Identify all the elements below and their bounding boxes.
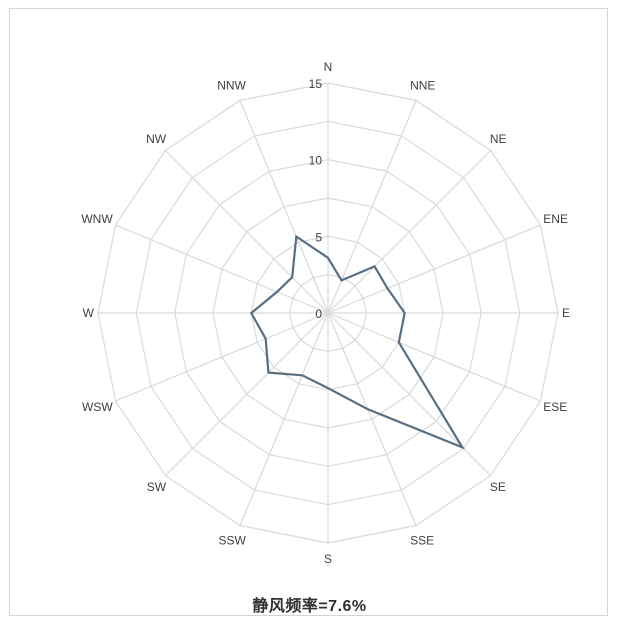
direction-label: NE: [490, 132, 507, 146]
direction-label: NW: [146, 132, 167, 146]
radial-tick-label: 5: [315, 230, 322, 244]
grid-spoke: [327, 100, 417, 314]
direction-label: WSW: [82, 400, 113, 414]
radial-tick-label: 15: [309, 77, 323, 91]
grid-spoke: [327, 224, 541, 314]
grid: [97, 82, 559, 544]
direction-label: E: [562, 306, 570, 320]
labels: N NNE NE ENE E ESE SE SSE S SSW SW WSW W WNW NW NNW 0 5 10…: [81, 60, 570, 566]
direction-label: ENE: [543, 212, 568, 226]
direction-label: SSW: [219, 533, 247, 547]
grid-spoke: [327, 312, 417, 526]
chart-frame: [9, 8, 608, 616]
grid-spoke: [327, 149, 492, 314]
calm-frequency-label: 静风频率=7.6%: [252, 598, 367, 615]
grid-spoke: [115, 312, 329, 402]
direction-label: ESE: [543, 400, 567, 414]
direction-label: NNW: [217, 79, 246, 93]
direction-label: SSE: [410, 533, 434, 547]
grid-spoke: [239, 312, 329, 526]
grid-spoke: [327, 312, 541, 402]
direction-label: WNW: [81, 212, 113, 226]
direction-label: S: [324, 552, 332, 566]
direction-label: SW: [147, 480, 167, 494]
grid-spoke: [327, 312, 492, 477]
grid-spoke: [164, 312, 329, 477]
grid-spoke: [164, 149, 329, 314]
series-layer: [249, 234, 466, 450]
direction-label: SE: [490, 480, 506, 494]
radial-tick-label: 10: [309, 154, 323, 168]
grid-spoke: [239, 100, 329, 314]
grid-spoke: [115, 224, 329, 314]
radial-tick-label: 0: [315, 307, 322, 321]
direction-label: W: [83, 306, 95, 320]
direction-label: N: [324, 60, 333, 74]
direction-label: NNE: [410, 79, 435, 93]
